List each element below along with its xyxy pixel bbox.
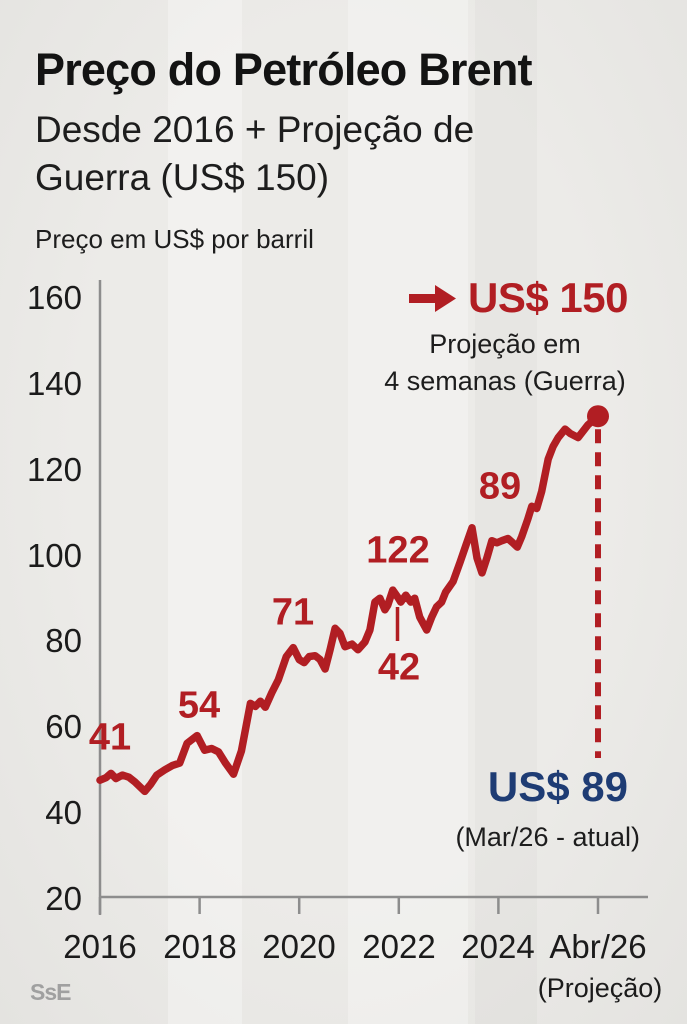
x-axis-label: 2024: [461, 928, 535, 965]
x-axis-sublabel: (Projeção): [537, 973, 663, 1003]
projection-detail: Projeção em 4 semanas (Guerra): [352, 326, 658, 400]
watermark: SsE: [30, 979, 71, 1005]
current-price-detail: (Mar/26 - atual): [455, 822, 640, 852]
y-axis-label: 40: [45, 794, 82, 831]
value-label-89: 89: [478, 465, 522, 508]
value-label-41: 41: [88, 716, 132, 759]
current-price-value: US$ 89: [487, 763, 628, 810]
projection-value: US$ 150: [468, 274, 628, 321]
y-axis-unit-label: Preço em US$ por barril: [35, 224, 314, 254]
brent-price-line: [96, 412, 602, 796]
chart-subtitle: Desde 2016 + Projeção de Guerra (US$ 150…: [35, 106, 474, 202]
projection-annotation: US$ 150: [409, 274, 628, 322]
y-axis-label: 80: [45, 622, 82, 659]
x-axis-ticks: [98, 897, 600, 914]
y-axis-label: 160: [26, 279, 82, 316]
projection-detail-line2: 4 semanas (Guerra): [384, 366, 626, 396]
chart-subtitle-line1: Desde 2016 + Projeção de: [35, 109, 475, 150]
value-label-122: 122: [366, 529, 430, 572]
series-end-dot: [587, 405, 609, 428]
value-label-71: 71: [271, 591, 315, 634]
x-axis-label: 2018: [163, 928, 237, 965]
chart-title: Preço do Petróleo Brent: [35, 44, 533, 95]
x-axis-label: Abr/26: [549, 928, 647, 965]
y-axis-label: 100: [26, 537, 82, 574]
x-axis-label: 2020: [262, 928, 336, 965]
y-axis-label: 140: [26, 365, 82, 402]
chart-subtitle-line2: Guerra (US$ 150): [35, 157, 330, 198]
x-axis-label: 2022: [362, 928, 436, 965]
value-label-54: 54: [177, 684, 221, 727]
y-axis-label: 60: [45, 708, 82, 745]
x-axis-label: 2016: [63, 928, 137, 965]
value-label-42: 42: [377, 646, 421, 689]
right-arrow-icon: [409, 285, 456, 312]
projection-detail-line1: Projeção em: [429, 329, 581, 359]
y-axis-label: 120: [26, 451, 82, 488]
y-axis-label: 20: [45, 880, 82, 917]
